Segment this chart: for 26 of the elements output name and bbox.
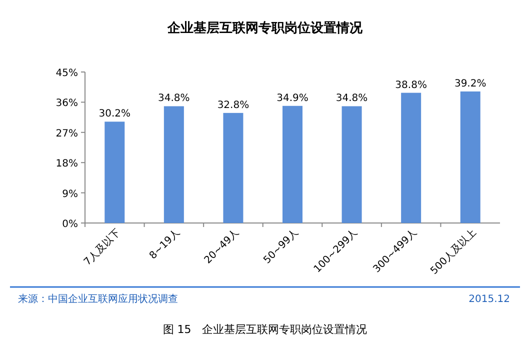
y-tick-label: 36%: [56, 98, 78, 110]
bar: [460, 91, 480, 223]
data-label: 30.2%: [98, 108, 131, 120]
chart-title: 企业基层互联网专职岗位设置情况: [166, 20, 364, 36]
bar: [401, 92, 422, 223]
data-label: 39.2%: [454, 78, 486, 90]
data-label: 32.8%: [217, 100, 250, 111]
y-tick-label: 9%: [62, 188, 78, 200]
bar: [164, 106, 184, 223]
y-tick-label: 18%: [56, 158, 78, 170]
bar: [223, 112, 244, 223]
data-label: 34.8%: [336, 93, 368, 104]
bar: [342, 106, 362, 223]
data-label: 34.9%: [276, 92, 308, 104]
data-label: 38.8%: [395, 80, 427, 91]
caption: 图 15 企业基层互联网专职岗位设置情况: [162, 323, 368, 336]
data-label: 34.8%: [158, 93, 190, 104]
x-tick-label: 500人及以上: [428, 226, 478, 277]
x-tick-label: 7人及以下: [81, 226, 123, 268]
y-tick-label: 0%: [62, 219, 78, 230]
y-tick-label: 27%: [56, 128, 78, 140]
y-tick-label: 45%: [56, 68, 78, 79]
bar: [104, 122, 125, 223]
bar: [282, 106, 302, 223]
source-note: 来源：中国企业互联网应用状况调查: [18, 293, 178, 305]
text: 2015.12: [468, 294, 510, 305]
